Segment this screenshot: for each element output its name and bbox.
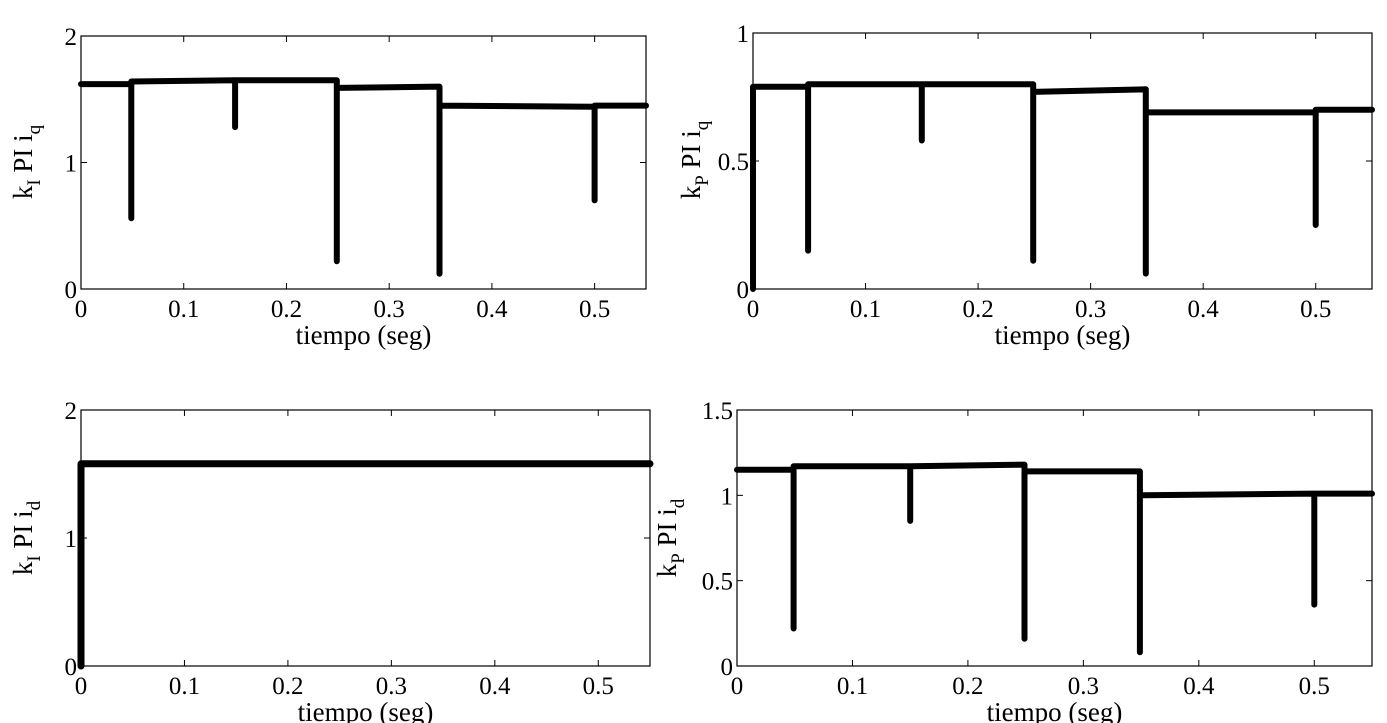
y-tick-label: 2 xyxy=(65,24,78,51)
x-tick-label: 0.3 xyxy=(1075,296,1106,323)
x-tick-label: 0.3 xyxy=(376,673,407,700)
x-tick-label: 0 xyxy=(731,673,744,700)
y-tick-label: 0.5 xyxy=(702,569,733,596)
chart-panel-3: 0 0.1 0.2 0.3 0.4 0.5 0 1 2 tiempo (seg) kI PI id xyxy=(8,398,654,723)
y-tick-label: 1 xyxy=(721,483,734,510)
axes-box xyxy=(752,32,1373,290)
x-tick-label: 0.1 xyxy=(837,673,868,700)
x-tick-label: 0.4 xyxy=(1183,673,1215,700)
y-axis-label: kI PI id xyxy=(8,500,45,575)
x-tick-label: 0.1 xyxy=(168,296,199,323)
x-tick-label: 0.2 xyxy=(272,673,303,700)
x-tick-label: 0.2 xyxy=(962,296,993,323)
x-tick-label: 0.5 xyxy=(1300,296,1331,323)
x-tick-label: 0.4 xyxy=(476,296,508,323)
x-tick-label: 0.1 xyxy=(169,673,200,700)
x-tick-label: 0.5 xyxy=(583,673,614,700)
x-tick-label: 0.3 xyxy=(1068,673,1099,700)
y-axis-label: kP PI iq xyxy=(676,120,713,199)
x-tick-label: 0.5 xyxy=(1299,673,1330,700)
y-axis-label: kI PI iq xyxy=(8,124,45,199)
series-line xyxy=(77,460,654,670)
x-axis-label: tiempo (seg) xyxy=(995,320,1131,350)
axes-box xyxy=(80,35,647,290)
chart-panel-2: 0 0.1 0.2 0.3 0.4 0.5 0 0.5 1 tiempo (seg) kP PI i… xyxy=(676,21,1375,350)
y-tick-label: 0 xyxy=(737,277,750,304)
series-line xyxy=(734,461,1375,656)
y-axis-label: kP PI id xyxy=(652,498,689,577)
x-tick-label: 0 xyxy=(75,296,88,323)
chart-panel-4: 0 0.1 0.2 0.3 0.4 0.5 0 0.5 1 1.5 tiempo (seg) kP P… xyxy=(652,398,1375,723)
axes-box xyxy=(736,409,1373,667)
y-tick-label: 2 xyxy=(65,398,78,425)
y-tick-label: 1.5 xyxy=(702,398,733,425)
series-line xyxy=(750,81,1375,292)
y-tick-label: 0 xyxy=(721,654,734,681)
chart-panel-1: 0 0.1 0.2 0.3 0.4 0.5 0 1 2 tiempo (seg) kI PI iq xyxy=(8,24,649,350)
x-tick-label: 0.5 xyxy=(579,296,610,323)
x-axis-label: tiempo (seg) xyxy=(296,320,432,350)
x-tick-label: 0.3 xyxy=(374,296,405,323)
x-tick-label: 0.2 xyxy=(271,296,302,323)
x-tick-label: 0.2 xyxy=(952,673,983,700)
y-tick-label: 0.5 xyxy=(718,149,749,176)
y-tick-label: 1 xyxy=(65,526,78,553)
y-tick-label: 1 xyxy=(737,21,750,48)
y-tick-label: 0 xyxy=(65,277,78,304)
y-tick-label: 0 xyxy=(65,654,78,681)
x-tick-label: 0.4 xyxy=(479,673,511,700)
y-tick-label: 1 xyxy=(65,151,78,178)
x-tick-label: 0 xyxy=(747,296,760,323)
x-axis-label: tiempo (seg) xyxy=(987,697,1123,723)
axes-box xyxy=(80,409,651,667)
x-tick-label: 0.1 xyxy=(850,296,881,323)
series-line xyxy=(78,77,649,277)
x-tick-label: 0.4 xyxy=(1188,296,1220,323)
x-axis-label: tiempo (seg) xyxy=(298,697,434,723)
x-tick-label: 0 xyxy=(75,673,88,700)
